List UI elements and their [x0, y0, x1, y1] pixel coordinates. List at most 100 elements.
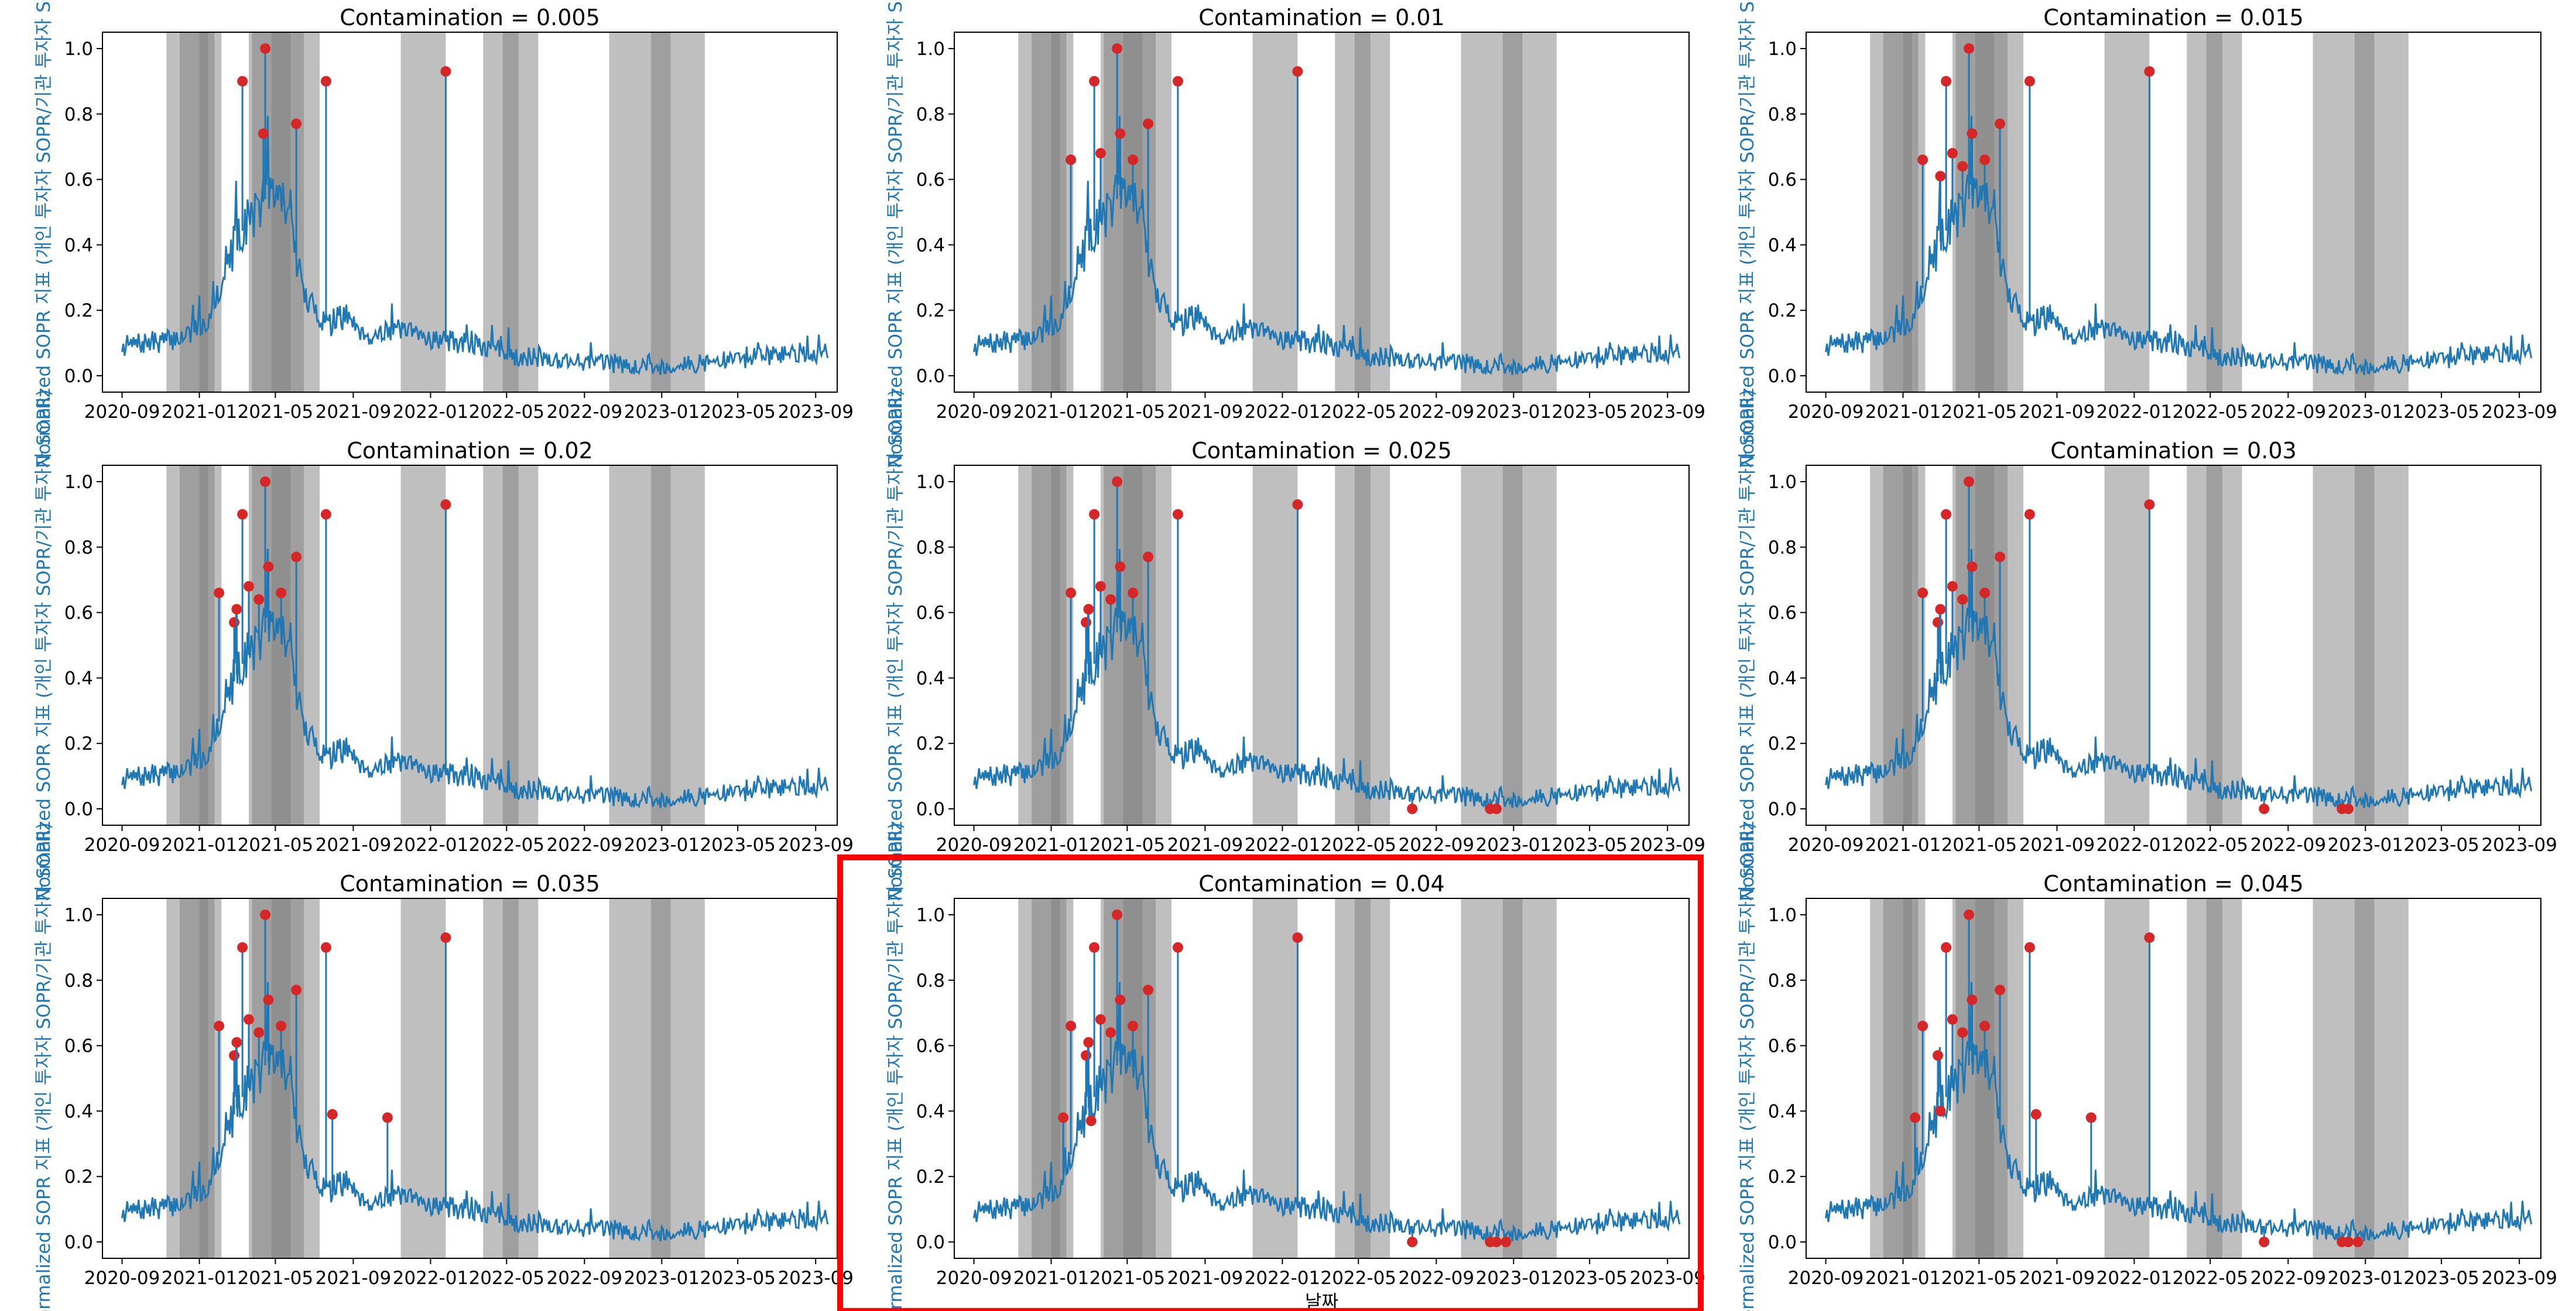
shaded-period	[1354, 898, 1371, 1258]
anomaly-point	[1089, 942, 1100, 953]
y-tick-label: 0.2	[1768, 300, 1797, 321]
shaded-period	[2354, 898, 2409, 1258]
y-tick-label: 0.0	[64, 799, 93, 820]
x-tick-label: 2022-01	[1245, 1268, 1321, 1289]
x-tick-label: 2022-01	[1245, 401, 1321, 423]
y-tick-label: 0.4	[916, 1101, 945, 1122]
x-tick-label: 2020-09	[936, 835, 1012, 856]
y-tick-label: 0.4	[916, 235, 945, 256]
anomaly-point	[1995, 551, 2006, 562]
y-axis-label: Normalized SOPR 지표 (개인 투자자 SOPR/기관 투자자 S…	[1737, 389, 1758, 901]
anomaly-point	[1083, 604, 1094, 615]
shaded-period	[1354, 32, 1371, 392]
x-tick-label: 2021-05	[1090, 1268, 1166, 1289]
anomaly-point	[2343, 804, 2354, 815]
highlight-box	[837, 854, 1704, 1311]
anomaly-point	[2259, 804, 2270, 815]
axes-frame	[102, 465, 838, 826]
anomaly-point	[1501, 1237, 1512, 1248]
shaded-period	[1903, 898, 1919, 1258]
chart-title: Contamination = 0.03	[2050, 438, 2296, 464]
x-tick-label: 2021-09	[2019, 1268, 2095, 1289]
y-tick-label: 0.4	[1768, 668, 1797, 689]
x-tick-label: 2021-05	[238, 1268, 314, 1289]
sopr-line	[1825, 981, 2533, 1242]
x-tick-label: 2022-09	[547, 401, 623, 423]
anomaly-point	[1143, 984, 1154, 996]
shaded-period	[1903, 465, 1919, 825]
y-axis-label: Normalized SOPR 지표 (개인 투자자 SOPR/기관 투자자 S…	[885, 822, 906, 1311]
anomaly-point	[1947, 581, 1958, 592]
axes-frame	[1806, 32, 2541, 393]
chart-title: Contamination = 0.01	[1198, 5, 1444, 30]
y-axis-label: Normalized SOPR 지표 (개인 투자자 SOPR/기관 투자자 S…	[33, 822, 54, 1311]
anomaly-point	[2024, 942, 2035, 953]
anomaly-point	[1115, 994, 1126, 1005]
x-tick-label: 2023-09	[2481, 401, 2557, 423]
anomaly-point	[1292, 932, 1303, 943]
y-tick-label: 0.8	[1768, 104, 1797, 125]
anomaly-point	[229, 1050, 240, 1061]
y-tick-label: 0.0	[64, 366, 93, 387]
anomaly-point	[440, 932, 451, 943]
anomaly-point	[1105, 1027, 1116, 1038]
x-tick-label: 2022-05	[1320, 835, 1396, 856]
anomaly-point	[1128, 155, 1139, 166]
anomaly-point	[214, 1021, 225, 1032]
y-tick-label: 1.0	[64, 472, 93, 493]
anomaly-point	[1979, 588, 1991, 599]
anomaly-point	[1941, 509, 1952, 520]
y-tick-label: 0.2	[916, 1166, 945, 1188]
shaded-period	[2354, 32, 2409, 392]
y-tick-label: 0.4	[916, 668, 945, 689]
anomaly-point	[1910, 1112, 1921, 1123]
chart-title: Contamination = 0.02	[347, 438, 592, 464]
anomaly-point	[1995, 984, 2006, 996]
anomaly-point	[2024, 509, 2035, 520]
axes-frame	[954, 465, 1690, 826]
anomaly-point	[291, 118, 302, 129]
y-tick-label: 0.4	[64, 1101, 93, 1122]
x-tick-label: 2021-01	[1013, 835, 1090, 856]
x-tick-label: 2023-05	[1551, 401, 1628, 423]
x-tick-label: 2023-01	[1476, 1268, 1552, 1289]
anomaly-point	[231, 1037, 242, 1048]
x-tick-label: 2022-09	[547, 1268, 623, 1289]
y-tick-label: 0.2	[916, 300, 945, 321]
anomaly-point	[382, 1112, 393, 1123]
anomaly-point	[1058, 1112, 1069, 1123]
x-tick-label: 2022-01	[2097, 1268, 2173, 1289]
y-tick-label: 0.0	[64, 1232, 93, 1253]
y-tick-label: 0.6	[1768, 603, 1797, 624]
x-tick-label: 2021-05	[238, 835, 314, 856]
anomaly-point	[320, 509, 331, 520]
x-tick-label: 2023-09	[2481, 835, 2557, 856]
shaded-period	[1502, 898, 1557, 1258]
y-tick-label: 0.2	[64, 1166, 93, 1188]
shaded-period	[1502, 465, 1557, 825]
x-tick-label: 2022-01	[393, 1268, 469, 1289]
x-tick-label: 2021-01	[162, 835, 238, 856]
y-tick-label: 0.8	[916, 970, 945, 991]
y-tick-label: 0.8	[916, 537, 945, 558]
anomaly-point	[2030, 1109, 2041, 1120]
x-tick-label: 2020-09	[936, 1268, 1012, 1289]
y-tick-label: 0.6	[64, 1036, 93, 1057]
anomaly-point	[1115, 128, 1126, 139]
anomaly-point	[276, 588, 287, 599]
x-tick-label: 2023-05	[1551, 1268, 1628, 1289]
anomaly-point	[1967, 994, 1978, 1005]
anomaly-point	[2144, 932, 2155, 943]
x-tick-label: 2020-09	[84, 401, 160, 423]
x-tick-label: 2023-09	[1629, 835, 1705, 856]
x-tick-label: 2023-09	[1629, 401, 1705, 423]
y-tick-label: 0.2	[64, 733, 93, 754]
anomaly-point	[1947, 147, 1958, 159]
anomaly-point	[1407, 1237, 1418, 1248]
shaded-period	[199, 898, 215, 1258]
